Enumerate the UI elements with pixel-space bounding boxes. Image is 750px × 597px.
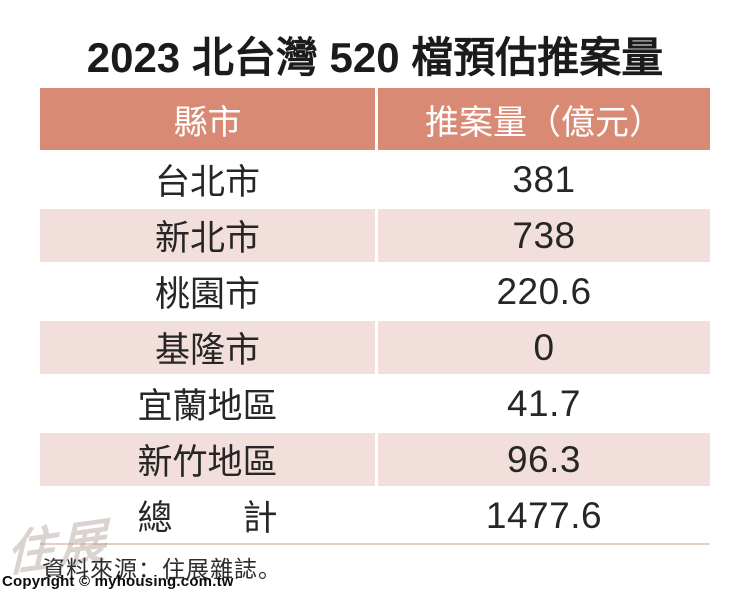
column-header-amount: 推案量（億元） [378,88,710,150]
data-source-note: 資料來源：住展雜誌。 [42,556,282,582]
page-title: 2023 北台灣 520 檔預估推案量 [86,34,664,81]
copyright-notice: Copyright © myhousing.com.tw [2,573,234,590]
region-cell: 新竹地區 [40,433,375,486]
region-cell: 桃園市 [40,265,375,318]
region-cell: 宜蘭地區 [40,377,375,430]
region-cell: 台北市 [40,153,375,206]
column-header-region: 縣市 [40,88,375,150]
amount-cell: 220.6 [378,265,710,318]
amount-cell: 0 [378,321,710,374]
data-table: 縣市 推案量（億元） 台北市 381 新北市 738 桃園市 220.6 基隆市… [40,88,710,545]
region-cell: 新北市 [40,209,375,262]
amount-cell-total: 1477.6 [378,489,710,542]
amount-cell: 96.3 [378,433,710,486]
amount-cell: 381 [378,153,710,206]
region-cell-total: 總 計 [40,489,375,542]
amount-cell: 41.7 [378,377,710,430]
amount-cell: 738 [378,209,710,262]
region-cell: 基隆市 [40,321,375,374]
